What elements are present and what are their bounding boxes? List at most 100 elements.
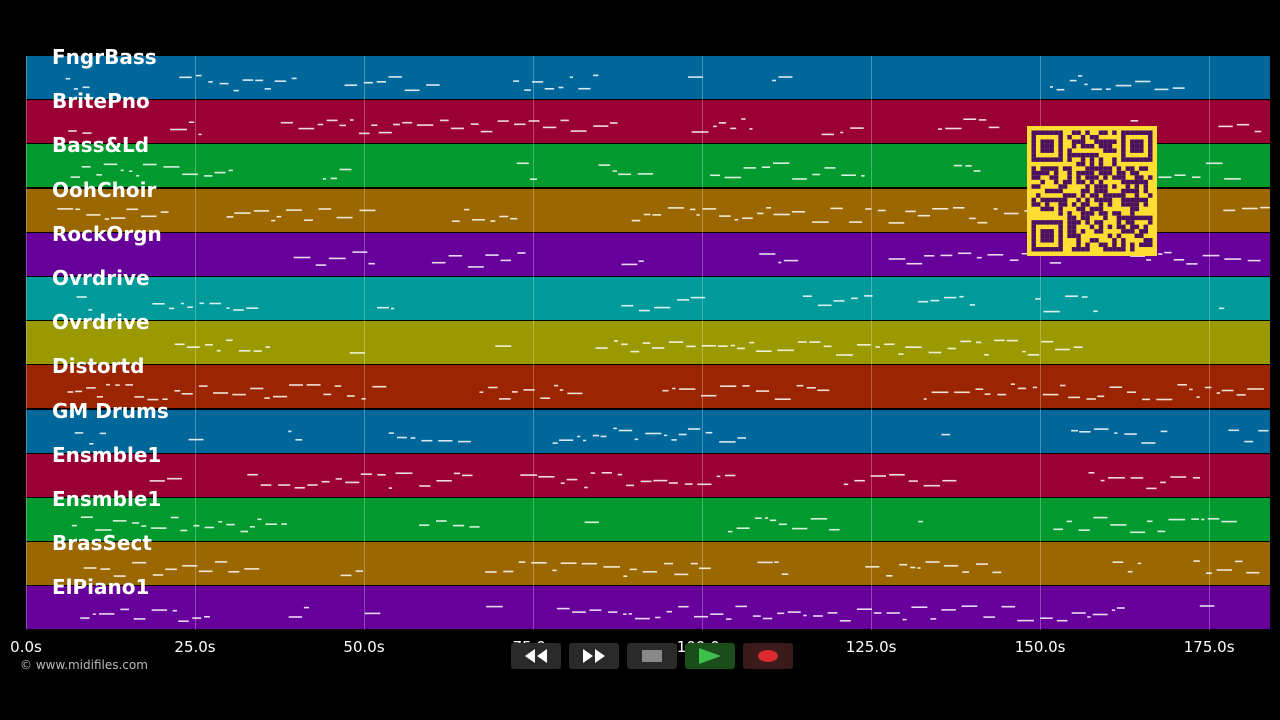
note bbox=[391, 307, 395, 310]
note bbox=[856, 608, 872, 610]
note bbox=[174, 390, 181, 392]
note bbox=[1049, 86, 1053, 88]
note bbox=[941, 433, 951, 436]
note bbox=[1043, 310, 1060, 313]
fast-forward-button[interactable] bbox=[569, 643, 619, 669]
note bbox=[969, 304, 975, 306]
note bbox=[1135, 80, 1151, 83]
note bbox=[350, 119, 354, 121]
qr-code[interactable] bbox=[1027, 126, 1157, 256]
note bbox=[978, 119, 987, 121]
note bbox=[95, 529, 112, 531]
note bbox=[595, 347, 608, 349]
note bbox=[797, 341, 807, 343]
note bbox=[806, 387, 816, 389]
note bbox=[905, 210, 916, 213]
note bbox=[642, 342, 651, 344]
note bbox=[1158, 253, 1163, 255]
note bbox=[689, 208, 696, 211]
note bbox=[214, 171, 226, 174]
note bbox=[168, 307, 175, 310]
note bbox=[92, 613, 96, 615]
note bbox=[132, 561, 147, 564]
note bbox=[330, 177, 338, 180]
note bbox=[943, 565, 959, 567]
note bbox=[193, 524, 200, 527]
note bbox=[1092, 613, 1108, 616]
note bbox=[113, 575, 126, 577]
note bbox=[910, 566, 916, 569]
note bbox=[205, 344, 213, 346]
note bbox=[875, 346, 880, 348]
note bbox=[1157, 530, 1166, 533]
note bbox=[86, 214, 101, 216]
note bbox=[1127, 391, 1136, 393]
note bbox=[1001, 605, 1016, 608]
note bbox=[947, 347, 956, 350]
note bbox=[655, 616, 661, 619]
grid-line bbox=[1209, 56, 1211, 630]
note bbox=[1174, 174, 1186, 176]
note bbox=[1069, 79, 1077, 82]
note bbox=[769, 519, 777, 522]
note bbox=[82, 86, 90, 89]
play-button[interactable] bbox=[685, 643, 735, 669]
note bbox=[182, 565, 198, 567]
note bbox=[273, 395, 288, 398]
note bbox=[601, 472, 612, 474]
note bbox=[281, 523, 287, 525]
rewind-button[interactable] bbox=[511, 643, 561, 669]
note bbox=[679, 388, 696, 390]
play-icon bbox=[699, 648, 721, 664]
note bbox=[809, 341, 821, 343]
note bbox=[450, 127, 464, 130]
note bbox=[218, 521, 223, 523]
note bbox=[812, 173, 821, 176]
note bbox=[664, 562, 673, 565]
note bbox=[762, 617, 773, 620]
note bbox=[870, 475, 886, 477]
note bbox=[452, 524, 465, 527]
note bbox=[1073, 346, 1083, 348]
record-button[interactable] bbox=[743, 643, 793, 669]
note bbox=[232, 393, 246, 396]
note bbox=[178, 620, 189, 622]
note bbox=[572, 611, 586, 613]
note bbox=[464, 208, 470, 211]
note bbox=[226, 216, 234, 218]
note bbox=[694, 615, 709, 618]
track-label: BritePno bbox=[52, 89, 150, 114]
note bbox=[873, 612, 882, 614]
note bbox=[244, 568, 260, 570]
note bbox=[1107, 477, 1125, 479]
note bbox=[861, 175, 865, 177]
note bbox=[888, 258, 906, 260]
note bbox=[436, 480, 452, 482]
grid-line bbox=[871, 56, 873, 630]
note bbox=[737, 437, 746, 439]
copyright-text: © www.midifiles.com bbox=[20, 658, 148, 672]
note bbox=[735, 605, 747, 608]
stop-button[interactable] bbox=[627, 643, 677, 669]
note bbox=[68, 130, 77, 132]
note bbox=[187, 306, 193, 308]
note bbox=[467, 266, 484, 268]
note bbox=[321, 480, 330, 483]
note bbox=[188, 121, 195, 123]
note bbox=[567, 392, 583, 395]
note bbox=[71, 524, 77, 527]
note bbox=[1246, 571, 1260, 574]
note bbox=[889, 474, 905, 476]
note bbox=[755, 517, 762, 519]
note bbox=[1127, 570, 1133, 573]
note bbox=[931, 391, 949, 394]
time-tick-label: 175.0s bbox=[1183, 638, 1235, 656]
note bbox=[278, 484, 291, 486]
note bbox=[260, 484, 272, 486]
note bbox=[497, 120, 509, 122]
note bbox=[1017, 619, 1034, 622]
note bbox=[1206, 572, 1213, 574]
note bbox=[141, 525, 147, 527]
note bbox=[941, 609, 956, 611]
note bbox=[75, 390, 83, 393]
